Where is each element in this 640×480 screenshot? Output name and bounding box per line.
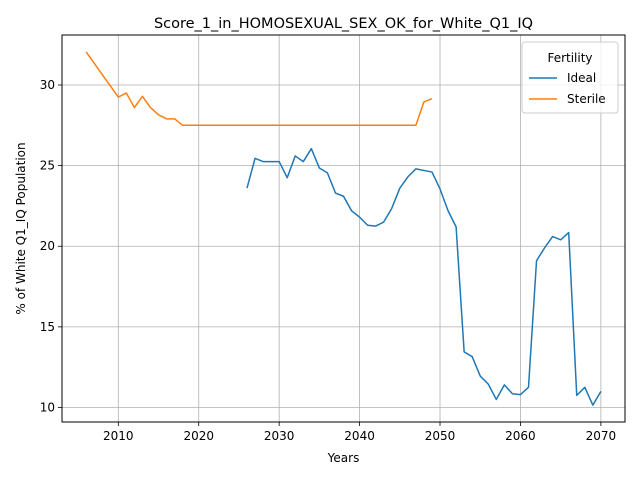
legend-label-ideal: Ideal — [567, 71, 596, 85]
series-line-ideal — [246, 147, 602, 406]
x-tick-label: 2020 — [183, 429, 214, 443]
axes-frame — [61, 34, 626, 423]
grid-lines — [62, 35, 625, 422]
x-tick-label: 2010 — [103, 429, 134, 443]
chart-title: Score_1_in_HOMOSEXUAL_SEX_OK_for_White_Q… — [154, 16, 533, 32]
x-axis-label: Years — [327, 451, 360, 465]
y-tick-label: 20 — [40, 239, 55, 253]
x-tick-label: 2060 — [505, 429, 536, 443]
y-tick-label: 30 — [40, 78, 55, 92]
x-tick-label: 2030 — [264, 429, 295, 443]
legend-box — [521, 41, 619, 114]
x-tick-label: 2070 — [586, 429, 617, 443]
x-ticks: 2010 2020 2030 2040 2050 2060 2070 — [103, 422, 616, 443]
series-lines — [85, 51, 602, 406]
y-tick-label: 10 — [40, 400, 55, 414]
legend: Fertility Ideal Sterile — [521, 41, 619, 114]
y-tick-label: 25 — [40, 159, 55, 173]
x-tick-label: 2050 — [425, 429, 456, 443]
y-tick-label: 15 — [40, 320, 55, 334]
y-ticks: 10 15 20 25 30 — [40, 78, 62, 414]
legend-label-sterile: Sterile — [567, 92, 606, 106]
x-tick-label: 2040 — [344, 429, 375, 443]
y-axis-label: % of White Q1_IQ Population — [14, 142, 28, 314]
legend-title: Fertility — [547, 51, 592, 65]
series-line-sterile — [85, 51, 433, 127]
